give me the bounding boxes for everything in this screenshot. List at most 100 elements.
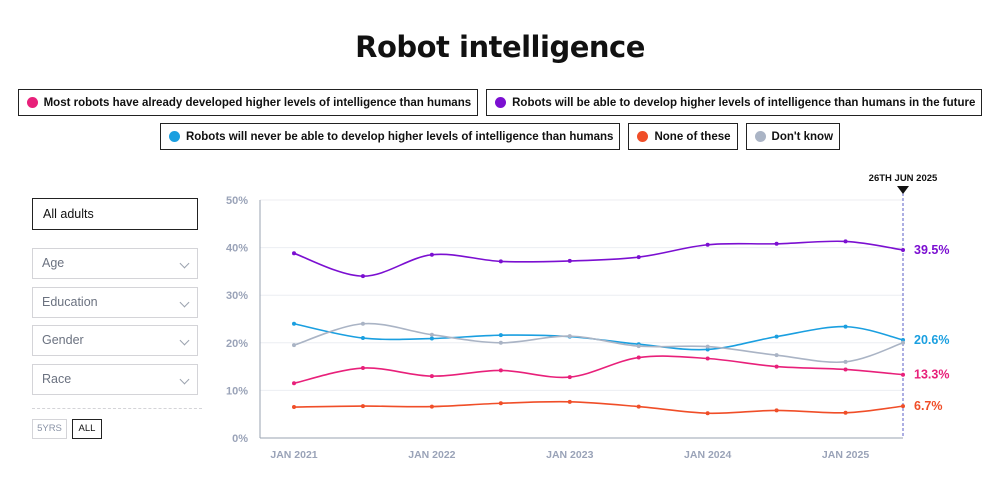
data-point — [843, 359, 848, 364]
data-point — [901, 372, 905, 377]
data-point — [292, 343, 296, 348]
legend-label: Most robots have already developed highe… — [43, 96, 472, 109]
divider — [32, 408, 202, 409]
legend-dot-icon — [754, 131, 766, 142]
data-point — [498, 340, 503, 345]
filter-label: Gender — [42, 333, 84, 347]
data-point — [429, 336, 434, 341]
data-point — [705, 411, 710, 416]
data-point — [429, 374, 434, 379]
legend-item-none[interactable]: None of these — [628, 123, 738, 150]
data-point — [360, 321, 365, 326]
data-point — [429, 332, 434, 337]
end-value-label: 39.5% — [914, 243, 949, 257]
data-point — [705, 344, 710, 349]
data-point — [292, 251, 296, 256]
end-value-label: 13.3% — [914, 368, 949, 382]
data-point — [292, 405, 296, 410]
data-point — [567, 399, 572, 404]
data-point — [705, 356, 710, 361]
data-point — [705, 347, 710, 352]
legend-dot-icon — [26, 97, 38, 108]
legend-dot-icon — [495, 97, 507, 108]
legend-dot-icon — [168, 131, 180, 142]
y-tick-label: 50% — [226, 195, 248, 207]
data-point — [843, 410, 848, 415]
series-line — [293, 240, 904, 277]
y-axis-ticks: 0% 10% 20% 30% 40% 50% — [226, 195, 248, 445]
series-group — [292, 239, 905, 416]
series-line — [293, 322, 904, 351]
x-tick-label: JAN 2022 — [408, 449, 455, 461]
end-value-label: 20.6% — [914, 333, 949, 347]
range-5yrs-button[interactable]: 5YRS — [32, 419, 67, 439]
data-point — [567, 334, 572, 339]
range-all-button[interactable]: ALL — [72, 419, 102, 439]
series-line — [293, 400, 904, 415]
data-point — [498, 401, 503, 406]
legend-row-2: Robots will never be able to develop hig… — [0, 123, 1000, 150]
filter-age[interactable]: Age — [32, 248, 198, 279]
legend-label: None of these — [654, 130, 731, 143]
data-point — [360, 404, 365, 409]
data-point — [292, 321, 296, 326]
filter-race[interactable]: Race — [32, 364, 198, 395]
legend-label: Robots will be able to develop higher le… — [512, 96, 976, 109]
data-point — [636, 255, 641, 260]
data-point — [901, 247, 905, 252]
data-point — [705, 242, 710, 247]
data-point — [498, 333, 503, 338]
x-tick-label: JAN 2021 — [270, 449, 317, 461]
data-point — [292, 381, 296, 386]
series-line — [293, 355, 904, 385]
marker-triangle-icon — [897, 186, 909, 194]
legend-dot-icon — [637, 131, 649, 142]
legend-item-future[interactable]: Robots will be able to develop higher le… — [486, 89, 983, 116]
y-tick-label: 0% — [232, 433, 248, 445]
data-point — [901, 337, 905, 342]
x-axis-ticks: JAN 2021 JAN 2022 JAN 2023 JAN 2024 JAN 2025 — [270, 449, 869, 461]
data-point — [774, 241, 779, 246]
end-labels: 39.5% 20.6% 13.3% 6.7% — [914, 243, 949, 413]
data-point — [636, 404, 641, 409]
filter-label: Age — [42, 256, 65, 270]
data-point — [843, 239, 848, 244]
data-point — [498, 368, 503, 373]
data-point — [774, 408, 779, 413]
end-value-label: 6.7% — [914, 399, 943, 413]
y-tick-label: 10% — [226, 385, 248, 397]
data-point — [429, 252, 434, 257]
data-point — [360, 336, 365, 341]
legend-label: Don't know — [771, 130, 834, 143]
data-point — [774, 334, 779, 339]
data-point — [498, 259, 503, 264]
filter-label: Race — [42, 372, 72, 386]
y-tick-label: 40% — [226, 243, 248, 255]
y-tick-label: 20% — [226, 338, 248, 350]
x-tick-label: JAN 2023 — [546, 449, 593, 461]
data-point — [636, 355, 641, 360]
data-point — [636, 344, 641, 349]
data-point — [360, 366, 365, 371]
chart-title: Robot intelligence — [355, 30, 645, 64]
legend-row-1: Most robots have already developed highe… — [0, 89, 1000, 116]
filter-education[interactable]: Education — [32, 287, 198, 318]
series-line — [293, 322, 904, 364]
data-point — [901, 404, 905, 409]
data-point — [843, 367, 848, 372]
group-select[interactable]: All adults — [32, 198, 198, 230]
x-tick-label: JAN 2024 — [684, 449, 731, 461]
legend-item-dont-know[interactable]: Don't know — [745, 123, 841, 150]
marker-label: 26TH JUN 2025 — [869, 173, 938, 184]
data-point — [843, 324, 848, 329]
legend-item-most-robots[interactable]: Most robots have already developed highe… — [17, 89, 479, 116]
grid-lines — [259, 199, 903, 439]
data-point — [429, 404, 434, 409]
data-point — [774, 353, 779, 358]
filter-gender[interactable]: Gender — [32, 325, 198, 356]
data-point — [774, 364, 779, 369]
legend-item-never[interactable]: Robots will never be able to develop hig… — [159, 123, 621, 150]
data-point — [567, 258, 572, 263]
legend-label: Robots will never be able to develop hig… — [185, 130, 614, 143]
